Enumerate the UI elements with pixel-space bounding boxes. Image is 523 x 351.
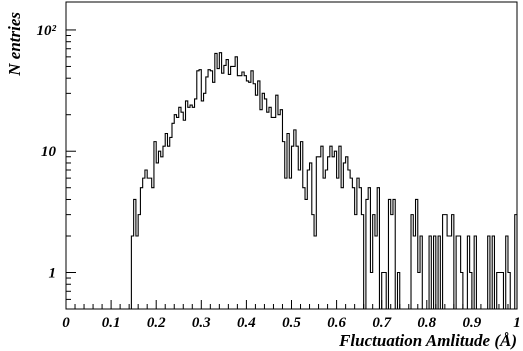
- y-tick-label: 10²: [37, 23, 57, 39]
- x-tick-label: 0.6: [327, 315, 346, 331]
- histogram-series: [66, 52, 518, 310]
- x-tick-label: 0.2: [147, 315, 166, 331]
- x-tick-label: 0.3: [192, 315, 211, 331]
- x-tick-label: 0.9: [463, 315, 482, 331]
- x-tick-label: 0.1: [102, 315, 121, 331]
- x-tick-label: 0.7: [372, 315, 391, 331]
- y-tick-label: 10: [41, 144, 57, 160]
- x-tick-label: 0: [62, 315, 70, 331]
- x-tick-label: 0.8: [417, 315, 436, 331]
- x-axis-ticks: 0 0.1 0.2 0.3 0.4 0.5 0.6 0.7 0.8 0.9 1: [62, 300, 521, 331]
- x-tick-label: 0.4: [237, 315, 256, 331]
- x-tick-label: 0.5: [282, 315, 301, 331]
- x-axis-title: Fluctuation Amlitude (Å): [338, 331, 517, 350]
- y-axis-ticks: 1 10 10²: [37, 23, 76, 310]
- x-tick-label: 1: [513, 315, 521, 331]
- y-axis-title: N entries: [5, 12, 24, 77]
- y-tick-label: 1: [49, 265, 57, 281]
